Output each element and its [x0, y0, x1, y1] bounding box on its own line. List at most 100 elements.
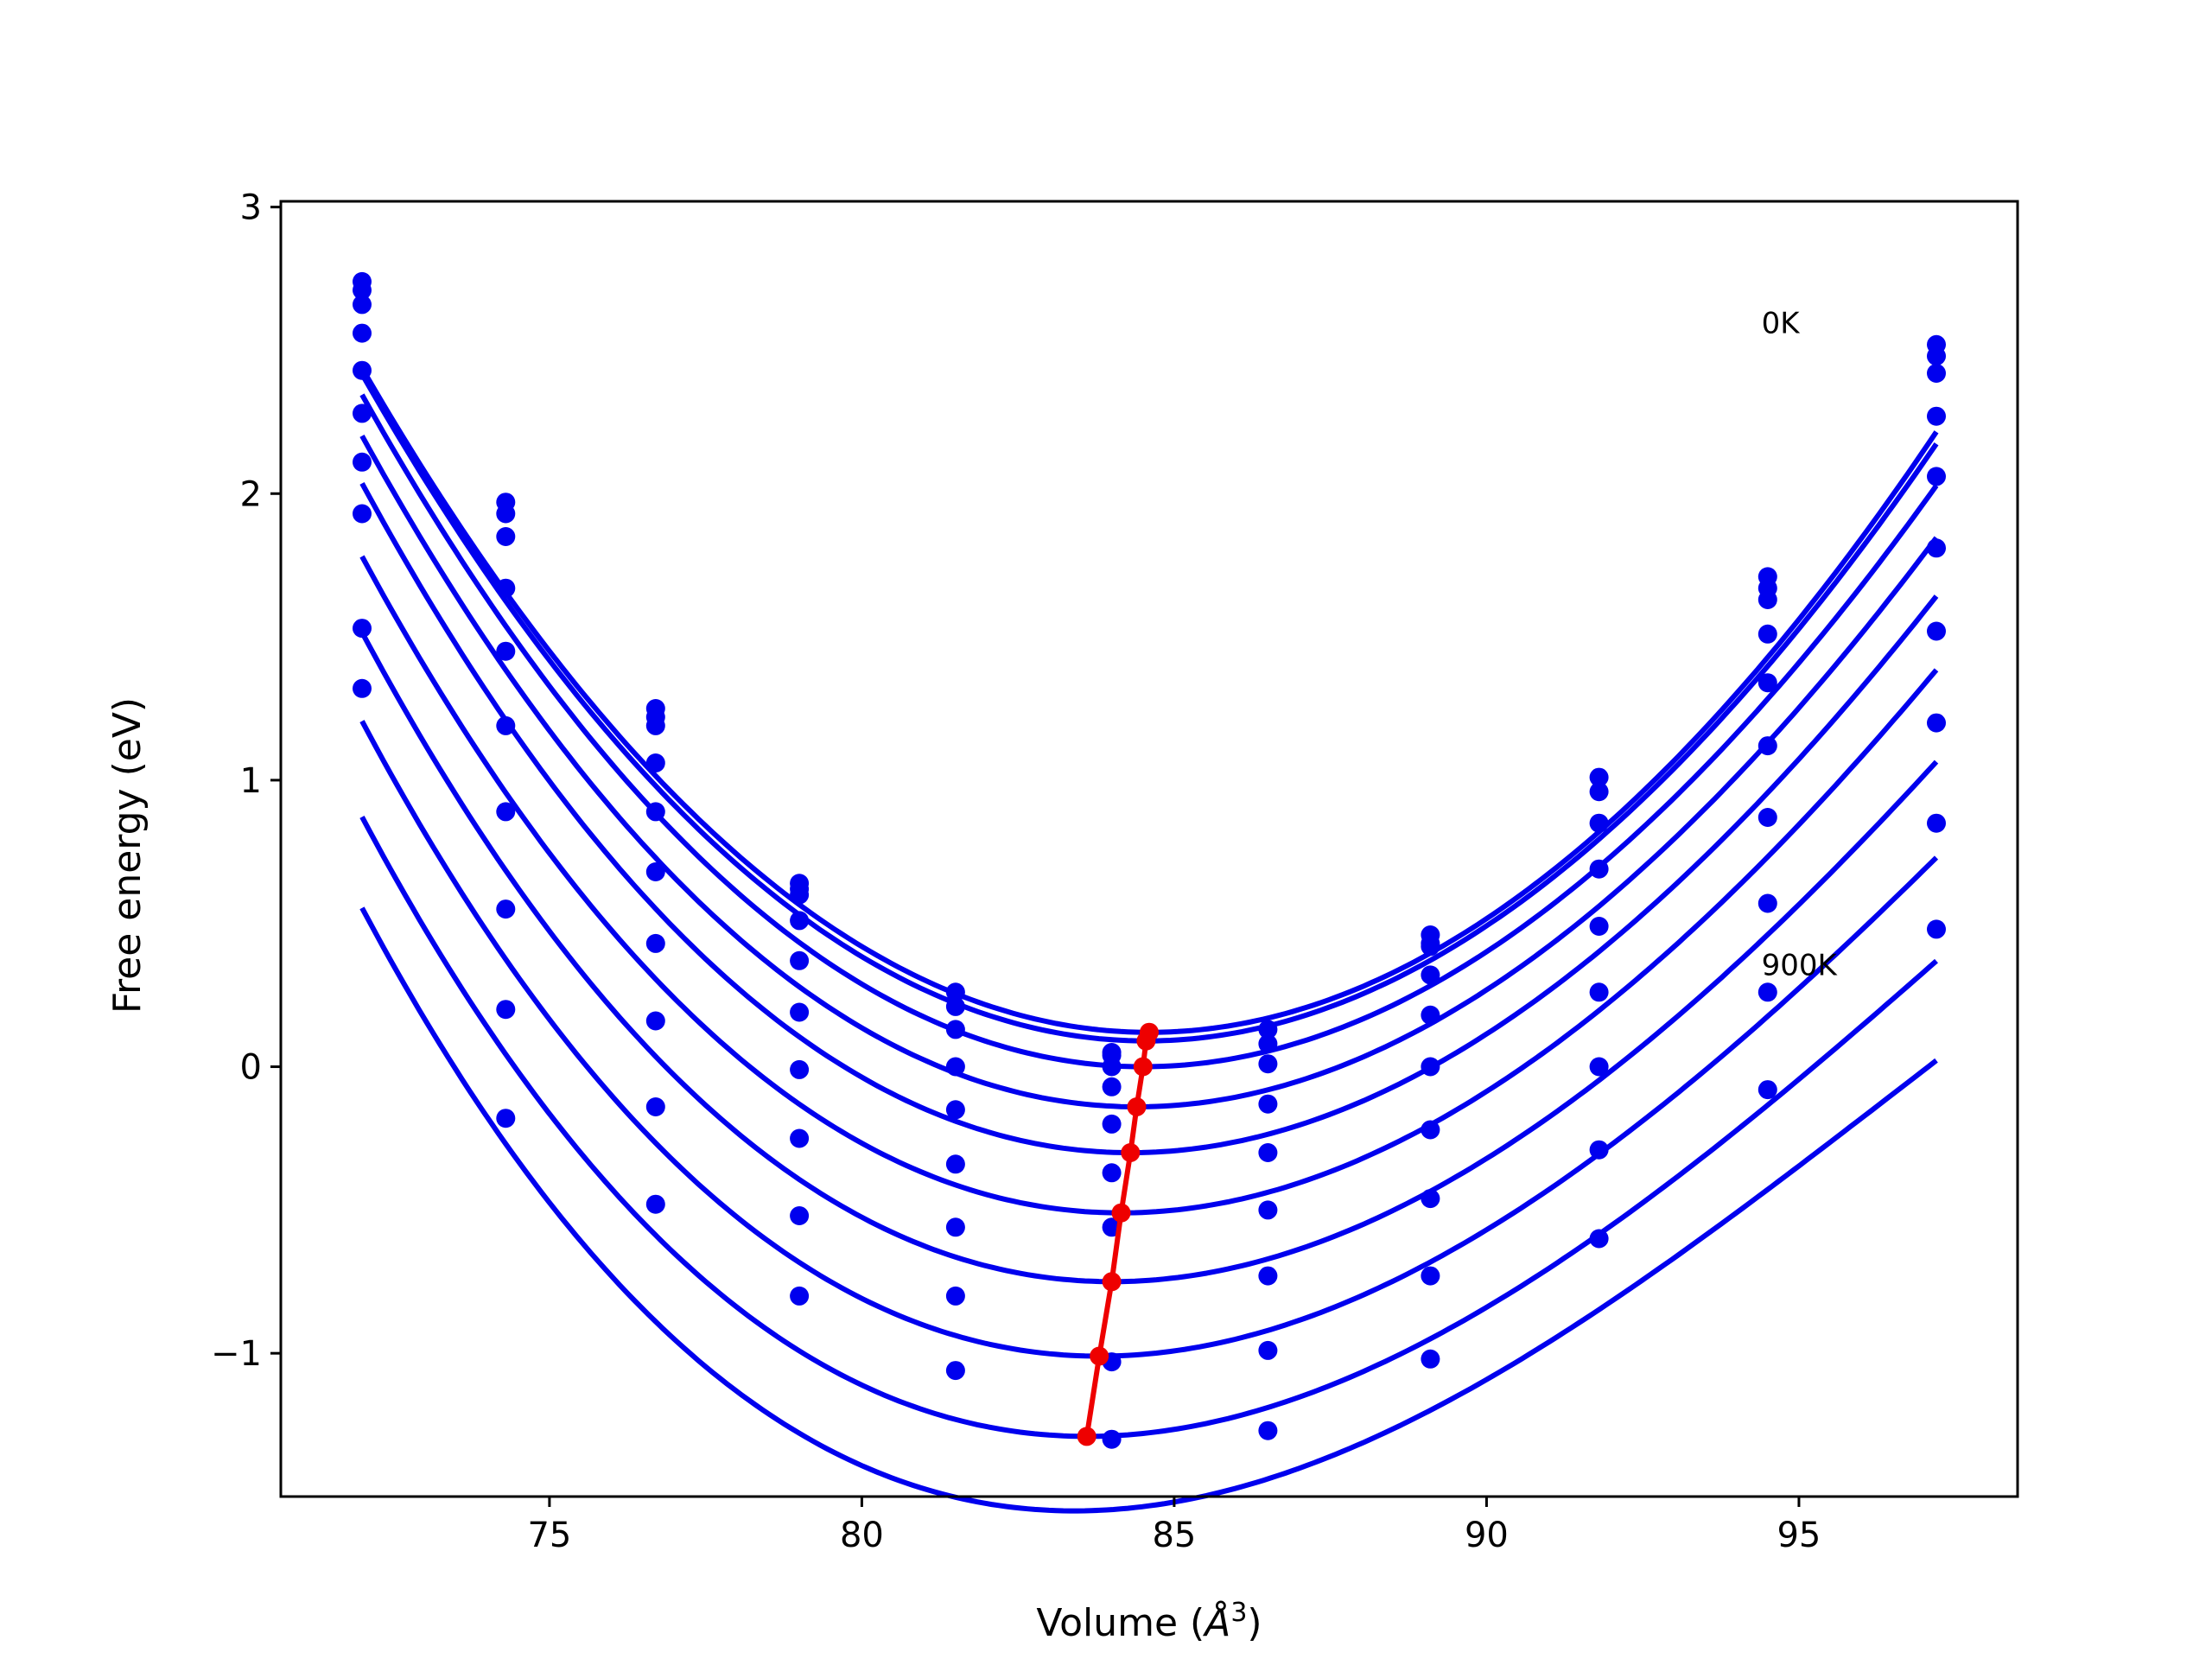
- annotations-layer: 0K 900K: [1762, 307, 1839, 983]
- data-point: [1258, 1421, 1278, 1440]
- data-point: [1758, 1080, 1777, 1100]
- y-axis-title: Free energy (eV): [105, 697, 149, 1014]
- data-point: [1102, 1077, 1122, 1096]
- data-point: [645, 933, 665, 953]
- minimum-point: [1111, 1203, 1131, 1223]
- points-layer: [353, 271, 1946, 1449]
- axes-frame: [279, 200, 2019, 1498]
- fit-curve-4: [359, 481, 1939, 1155]
- data-point: [496, 1000, 516, 1020]
- x-tick-label: 85: [1152, 1516, 1196, 1555]
- data-point: [1421, 937, 1440, 957]
- data-point: [1421, 965, 1440, 985]
- temperature-annotation: 900K: [1762, 948, 1839, 982]
- x-tick-label: 95: [1777, 1516, 1821, 1555]
- data-point: [1258, 1340, 1278, 1360]
- data-point: [1421, 1266, 1440, 1286]
- data-point: [1258, 1020, 1278, 1039]
- data-point: [1421, 1120, 1440, 1140]
- minimum-point: [1102, 1272, 1122, 1292]
- data-point: [353, 452, 372, 472]
- data-point: [1927, 621, 1946, 641]
- data-point: [790, 1128, 810, 1148]
- data-point: [945, 1217, 965, 1237]
- minimum-point: [1133, 1057, 1153, 1077]
- data-point: [1927, 713, 1946, 733]
- data-point: [1927, 813, 1946, 833]
- data-point: [1258, 1200, 1278, 1220]
- plot-frame: [279, 200, 2019, 1498]
- curves-layer: [359, 366, 1939, 1514]
- fit-curve-7: [359, 720, 1939, 1359]
- fit-curve-5: [359, 555, 1939, 1216]
- data-point: [1589, 1229, 1609, 1249]
- minimum-point: [1121, 1143, 1141, 1162]
- data-point: [1421, 1057, 1440, 1077]
- data-point: [1421, 1189, 1440, 1209]
- data-point: [353, 360, 372, 380]
- data-point: [1927, 538, 1946, 558]
- data-point: [1589, 1057, 1609, 1077]
- data-point: [645, 802, 665, 822]
- fit-curve-8: [359, 815, 1938, 1440]
- data-point: [1589, 813, 1609, 833]
- data-point: [1102, 1114, 1122, 1134]
- minima-layer: [1077, 1022, 1159, 1446]
- data-point: [1421, 1005, 1440, 1025]
- data-point: [1589, 917, 1609, 936]
- data-point: [496, 504, 516, 524]
- data-point: [645, 1194, 665, 1214]
- data-point: [1927, 406, 1946, 426]
- fit-curve-0: [359, 366, 1939, 1035]
- data-point: [496, 527, 516, 546]
- data-point: [790, 1286, 810, 1306]
- data-point: [1102, 1057, 1122, 1077]
- data-point: [945, 982, 965, 1002]
- data-point: [945, 1361, 965, 1381]
- data-point: [1258, 1054, 1278, 1074]
- x-tick-label: 75: [527, 1516, 571, 1555]
- data-point: [496, 641, 516, 661]
- data-point: [1589, 982, 1609, 1002]
- data-point: [353, 404, 372, 423]
- data-point: [790, 1002, 810, 1022]
- data-point: [1589, 1140, 1609, 1160]
- data-point: [790, 885, 810, 905]
- y-tick-label: 3: [240, 188, 262, 228]
- data-point: [790, 1206, 810, 1225]
- x-tick-label: 90: [1465, 1516, 1509, 1555]
- temperature-annotation: 0K: [1762, 307, 1802, 341]
- data-point: [353, 280, 372, 300]
- data-point: [645, 1097, 665, 1116]
- y-tick-label: 0: [240, 1048, 262, 1088]
- data-point: [1758, 736, 1777, 756]
- x-tick-label: 80: [840, 1516, 884, 1555]
- data-point: [1758, 982, 1777, 1002]
- data-point: [1927, 346, 1946, 366]
- data-point: [496, 1109, 516, 1128]
- data-point: [645, 1011, 665, 1031]
- data-point: [1258, 1034, 1278, 1053]
- y-tick-label: 1: [240, 761, 262, 801]
- y-ticks: −1 0 1 2 3: [211, 188, 281, 1374]
- data-point: [1258, 1266, 1278, 1286]
- data-point: [1927, 364, 1946, 383]
- data-point: [945, 1057, 965, 1077]
- fit-curve-3: [359, 434, 1939, 1110]
- data-point: [496, 578, 516, 598]
- data-point: [1421, 1349, 1440, 1369]
- data-point: [496, 899, 516, 919]
- minimum-point: [1127, 1097, 1147, 1116]
- data-point: [1758, 624, 1777, 644]
- data-point: [790, 950, 810, 970]
- data-point: [645, 753, 665, 772]
- data-point: [1102, 1429, 1122, 1449]
- data-point: [1589, 767, 1609, 787]
- data-point: [645, 862, 665, 881]
- data-point: [645, 715, 665, 735]
- data-point: [1589, 782, 1609, 802]
- data-point: [945, 1020, 965, 1039]
- y-tick-label: −1: [211, 1334, 262, 1374]
- data-point: [353, 504, 372, 524]
